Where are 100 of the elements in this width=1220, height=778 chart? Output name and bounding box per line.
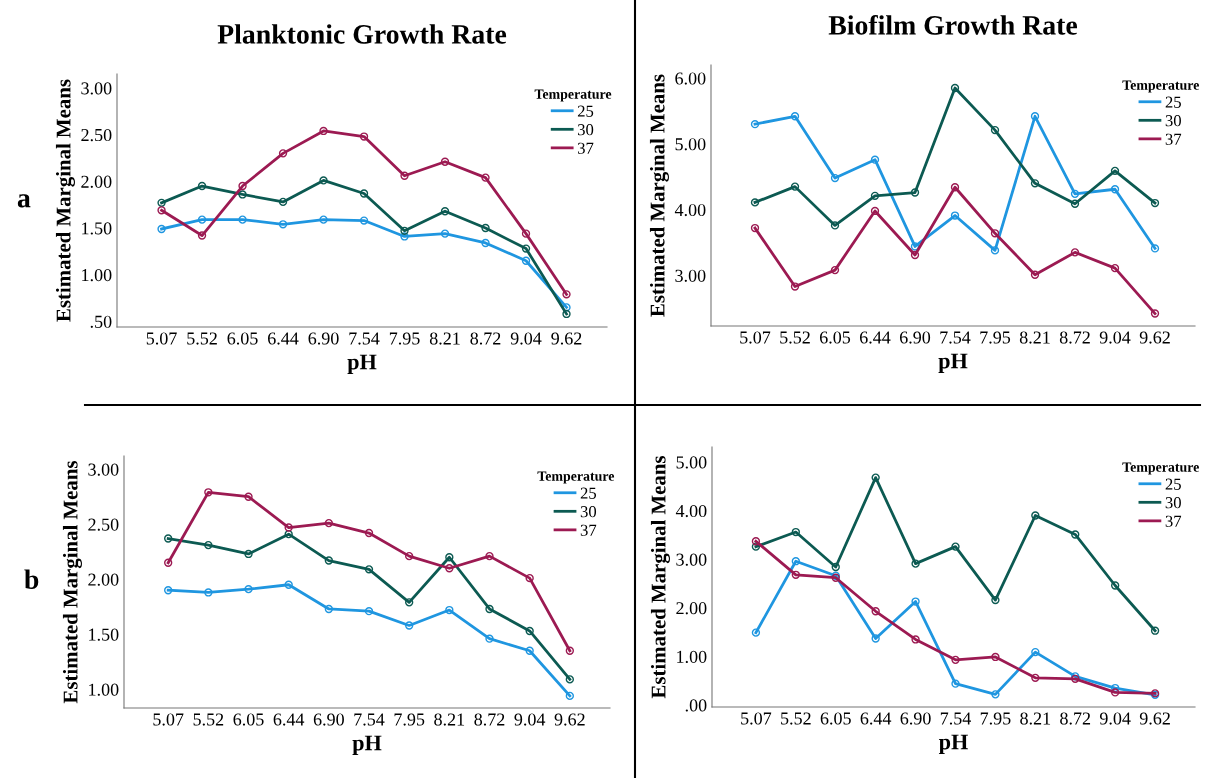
point bbox=[871, 607, 880, 616]
point bbox=[244, 492, 253, 501]
x-tick-label: 9.04 bbox=[1099, 331, 1131, 344]
point bbox=[364, 606, 374, 616]
point bbox=[440, 207, 450, 216]
x-tick-label: 6.44 bbox=[268, 332, 299, 345]
point bbox=[485, 551, 494, 561]
point bbox=[791, 570, 800, 579]
point bbox=[750, 223, 760, 233]
x-axis-title: pH bbox=[347, 354, 377, 374]
point bbox=[1110, 185, 1120, 194]
point bbox=[911, 597, 920, 606]
point bbox=[521, 256, 531, 265]
point bbox=[1070, 248, 1080, 257]
y-tick-label: 1.50 bbox=[89, 628, 119, 641]
x-tick-label: 6.90 bbox=[313, 713, 344, 726]
point bbox=[359, 216, 369, 225]
point bbox=[197, 215, 207, 224]
x-tick-label: 6.44 bbox=[859, 331, 891, 344]
y-tick-label: 5.00 bbox=[675, 138, 706, 151]
point bbox=[157, 224, 166, 234]
point bbox=[204, 488, 213, 497]
y-tick-label: 2.50 bbox=[88, 518, 119, 531]
point bbox=[238, 215, 247, 224]
point bbox=[197, 181, 207, 191]
y-tick-label: 1.50 bbox=[82, 222, 112, 235]
x-tick-label: 8.72 bbox=[474, 713, 505, 726]
legend-label: 30 bbox=[1165, 115, 1181, 127]
point bbox=[830, 265, 840, 275]
point bbox=[164, 558, 173, 567]
x-tick-label: 6.90 bbox=[899, 331, 931, 344]
point bbox=[991, 652, 1000, 662]
x-tick-label: 9.04 bbox=[1099, 712, 1131, 725]
point bbox=[238, 181, 247, 191]
y-tick-label: 3.00 bbox=[676, 553, 707, 566]
point bbox=[204, 588, 213, 597]
point bbox=[525, 573, 534, 583]
point bbox=[164, 534, 173, 543]
x-tick-label: 7.95 bbox=[394, 713, 425, 726]
point bbox=[910, 242, 920, 251]
x-tick-label: 9.62 bbox=[1139, 712, 1170, 725]
line-series bbox=[751, 473, 1160, 635]
point bbox=[750, 198, 760, 207]
point bbox=[1030, 179, 1040, 188]
legend-label: 30 bbox=[577, 124, 594, 136]
point bbox=[830, 173, 840, 183]
x-tick-label: 8.21 bbox=[1020, 712, 1051, 725]
point bbox=[565, 691, 575, 701]
point bbox=[1110, 263, 1120, 273]
point bbox=[364, 528, 374, 538]
point bbox=[485, 604, 494, 614]
x-tick-label: 6.44 bbox=[273, 713, 305, 726]
chart-title: Planktonic Growth Rate bbox=[217, 24, 507, 44]
y-tick-label: 2.00 bbox=[81, 175, 112, 188]
point bbox=[1110, 581, 1120, 590]
x-tick-label: 9.62 bbox=[554, 713, 585, 726]
x-tick-label: 7.54 bbox=[354, 713, 385, 726]
legend-label: 30 bbox=[580, 506, 597, 518]
point bbox=[440, 157, 450, 166]
point bbox=[870, 206, 880, 216]
point bbox=[521, 244, 531, 253]
point bbox=[157, 198, 166, 208]
point bbox=[244, 549, 253, 559]
point bbox=[565, 675, 575, 684]
point bbox=[1030, 112, 1040, 121]
x-tick-label: 8.21 bbox=[429, 332, 460, 345]
legend-label: 25 bbox=[1165, 478, 1181, 490]
x-tick-label: 5.07 bbox=[740, 331, 771, 344]
x-tick-label: 6.90 bbox=[308, 332, 339, 345]
point bbox=[324, 518, 334, 528]
point bbox=[562, 290, 571, 299]
x-tick-label: 9.04 bbox=[514, 713, 546, 726]
legend-title: Temperature bbox=[1122, 80, 1199, 93]
y-tick-label: 4.00 bbox=[675, 504, 707, 518]
legend-title: Temperature bbox=[537, 471, 615, 484]
y-tick-label: 1.00 bbox=[677, 650, 707, 663]
point bbox=[1031, 647, 1040, 657]
point bbox=[750, 120, 760, 129]
point bbox=[1030, 270, 1040, 279]
point bbox=[1070, 189, 1080, 199]
x-tick-label: 9.62 bbox=[551, 332, 582, 345]
legend-label: 25 bbox=[1165, 96, 1181, 108]
point bbox=[951, 542, 960, 551]
x-tick-label: 7.95 bbox=[389, 332, 420, 345]
point bbox=[910, 250, 920, 260]
point bbox=[951, 655, 960, 665]
point bbox=[910, 188, 920, 197]
y-tick-label: .50 bbox=[90, 315, 112, 328]
y-axis-title: Estimated Marginal Means bbox=[650, 455, 670, 699]
point bbox=[400, 226, 409, 236]
point bbox=[445, 564, 454, 573]
point bbox=[284, 523, 293, 532]
legend-label: 30 bbox=[1165, 497, 1181, 509]
legend-label: 37 bbox=[580, 524, 597, 536]
x-tick-label: 6.90 bbox=[900, 712, 931, 725]
legend-title: Temperature bbox=[1122, 462, 1199, 475]
x-tick-label: 8.72 bbox=[1060, 712, 1091, 725]
point bbox=[1110, 683, 1120, 693]
y-tick-label: 2.50 bbox=[81, 128, 112, 142]
point bbox=[991, 690, 1000, 699]
